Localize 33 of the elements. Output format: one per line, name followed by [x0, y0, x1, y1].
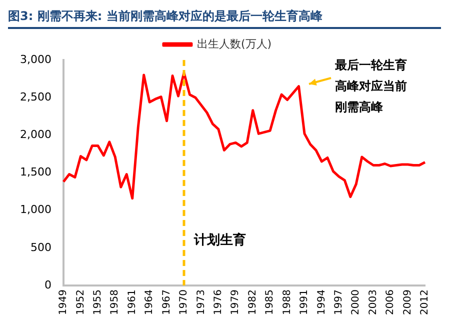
x-tick-label: 2003 [368, 290, 379, 316]
x-tick-label: 1988 [282, 290, 293, 316]
y-tick-label: 2,500 [20, 90, 52, 104]
x-tick-label: 1982 [247, 290, 258, 316]
x-tick-label: 1958 [110, 290, 121, 316]
x-tick-label: 1973 [196, 290, 207, 316]
x-tick-label: 1985 [264, 290, 276, 316]
x-tick-label: 1991 [299, 290, 310, 316]
x-tick-label: 1955 [92, 290, 104, 316]
x-tick-label: 1994 [316, 290, 328, 316]
x-tick-label: 2009 [402, 290, 414, 316]
legend-label: 出生人数(万人) [196, 37, 272, 50]
y-tick-label: 3,000 [20, 52, 52, 66]
y-tick-label: 1,500 [20, 166, 52, 179]
x-tick-label: 1964 [144, 290, 156, 316]
x-tick-label: 1961 [126, 290, 138, 316]
x-tick-label: 2012 [420, 290, 431, 316]
y-tick-label: 1,000 [20, 203, 52, 216]
chart-title: 图3: 刚需不再来: 当前刚需高峰对应的是最后一轮生育高峰 [8, 8, 441, 29]
x-tick-label: 1967 [161, 290, 172, 316]
y-tick-label: 2,000 [20, 128, 52, 142]
x-tick-label: 1979 [230, 290, 242, 316]
x-tick-label: 1952 [75, 290, 86, 316]
annotation: 最后一轮生育高峰对应当前刚需高峰 [334, 58, 407, 114]
x-tick-label: 1970 [178, 290, 190, 316]
ref-line-label: 计划生育 [192, 232, 246, 248]
x-tick-label: 2006 [385, 290, 396, 316]
y-tick-label: 500 [30, 240, 52, 254]
x-tick-label: 1949 [58, 290, 70, 316]
x-tick-label: 1976 [213, 290, 224, 316]
x-tick-label: 1997 [334, 290, 345, 316]
x-tick-label: 2000 [350, 290, 362, 316]
y-tick-label: 0 [44, 278, 52, 292]
